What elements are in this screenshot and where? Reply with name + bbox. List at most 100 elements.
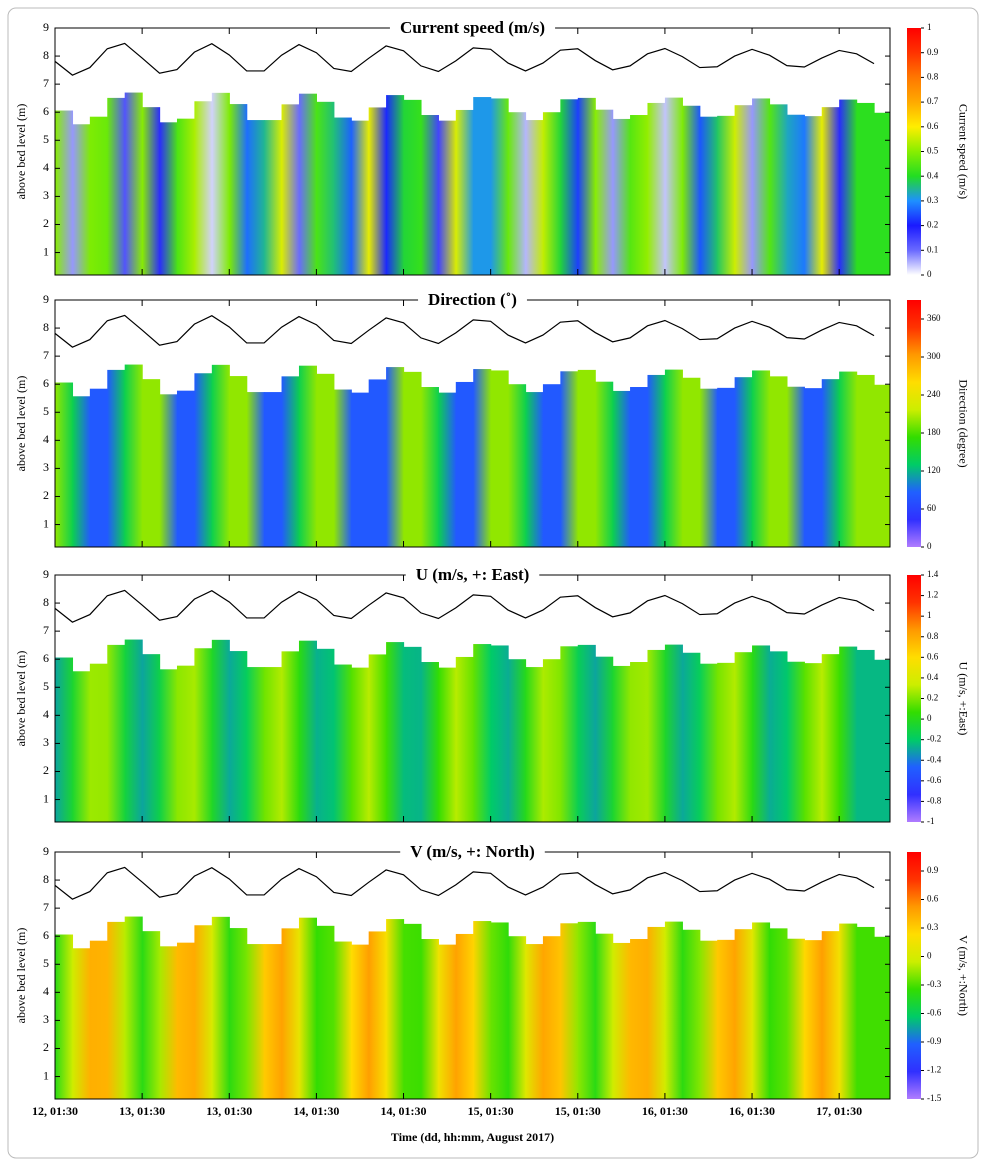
heat-cell: [786, 661, 805, 822]
colorbar-tick-label: 0.9: [927, 865, 939, 875]
y-tick-label: 5: [43, 404, 49, 418]
heat-cell: [386, 95, 405, 275]
heat-cell: [89, 388, 108, 547]
heat-cell: [281, 376, 300, 547]
heat-cell: [525, 392, 544, 547]
heat-cell: [525, 944, 544, 1099]
heat-cell: [194, 648, 213, 822]
heat-cell: [246, 944, 265, 1099]
heat-cell: [107, 369, 126, 547]
colorbar-tick-label: 0: [927, 951, 932, 961]
heat-cell: [246, 120, 265, 275]
y-tick-label: 2: [43, 763, 49, 777]
colorbar-label: U (m/s, +:East): [956, 662, 970, 736]
heat-cell: [612, 118, 631, 275]
heat-cell: [403, 923, 422, 1099]
heat-cell: [351, 120, 370, 275]
heat-cell: [542, 936, 561, 1099]
x-tick-label: 15, 01:30: [468, 1104, 514, 1118]
y-tick-label: 5: [43, 132, 49, 146]
heat-cell: [316, 925, 335, 1099]
heat-cell: [55, 382, 74, 547]
heat-cell: [699, 940, 718, 1099]
heat-cell: [264, 392, 283, 547]
heat-cell: [316, 648, 335, 822]
heat-cell: [577, 921, 596, 1099]
colorbar: [907, 300, 921, 547]
heat-cell: [682, 377, 701, 547]
y-tick-label: 7: [43, 623, 49, 637]
heat-cell: [699, 388, 718, 547]
heat-cell: [281, 651, 300, 822]
colorbar-tick-label: -0.9: [927, 1036, 942, 1046]
heat-cell: [560, 923, 579, 1099]
colorbar-tick-label: 0.3: [927, 195, 939, 205]
heat-cell: [403, 646, 422, 822]
heat-cell: [298, 365, 317, 547]
heat-cell: [368, 654, 387, 822]
x-tick-label: 14, 01:30: [293, 1104, 339, 1118]
heat-cell: [351, 944, 370, 1099]
heat-cell: [804, 940, 823, 1099]
heat-cell: [386, 919, 405, 1099]
heat-cell: [490, 922, 509, 1099]
heat-cell: [839, 371, 858, 547]
heat-cell: [159, 946, 178, 1099]
y-tick-label: 2: [43, 488, 49, 502]
heat-cell: [769, 104, 788, 275]
heat-cell: [298, 917, 317, 1099]
heat-cell: [438, 392, 457, 547]
colorbar-label: V (m/s, +:North): [956, 935, 970, 1016]
colorbar-tick-label: -1: [927, 816, 935, 826]
heat-cell: [142, 107, 161, 275]
heat-cell: [577, 369, 596, 547]
y-axis-label: above bed level (m): [14, 651, 28, 747]
heat-cell: [752, 98, 771, 275]
heat-cell: [525, 120, 544, 275]
heat-cell: [786, 938, 805, 1099]
heat-cell: [577, 97, 596, 275]
heat-cell: [211, 639, 230, 822]
y-tick-label: 8: [43, 48, 49, 62]
x-tick-label: 14, 01:30: [381, 1104, 427, 1118]
colorbar-tick-label: 0.4: [927, 672, 939, 682]
colorbar-tick-label: -0.4: [927, 754, 942, 764]
heat-cell: [386, 642, 405, 822]
y-tick-label: 3: [43, 188, 49, 202]
y-tick-label: 9: [43, 567, 49, 581]
heat-cell: [124, 639, 143, 822]
heat-cell: [455, 109, 474, 275]
heat-cell: [229, 104, 248, 275]
colorbar-tick-label: 180: [927, 427, 941, 437]
y-tick-label: 6: [43, 104, 49, 118]
heat-cell: [124, 92, 143, 275]
heat-cell: [159, 122, 178, 275]
heat-cell: [333, 117, 352, 275]
heat-cell: [664, 644, 683, 822]
y-tick-label: 5: [43, 679, 49, 693]
heat-cell: [124, 364, 143, 547]
heat-cell: [717, 939, 736, 1099]
heat-cell: [612, 942, 631, 1099]
heat-cell: [856, 649, 875, 822]
heat-cell: [333, 941, 352, 1099]
colorbar-tick-label: -0.6: [927, 775, 942, 785]
heat-cell: [856, 102, 875, 275]
panel-title: Current speed (m/s): [400, 18, 545, 37]
heat-cell: [612, 665, 631, 822]
heat-cell: [194, 101, 213, 275]
colorbar-tick-label: 0.2: [927, 693, 938, 703]
heat-cell: [769, 376, 788, 547]
colorbar: [907, 28, 921, 275]
heat-cell: [264, 120, 283, 275]
heat-cell: [281, 928, 300, 1099]
heat-cell: [804, 116, 823, 275]
heat-cell: [176, 942, 196, 1099]
y-tick-label: 4: [43, 707, 49, 721]
heat-cell: [72, 671, 91, 822]
panel-title: Direction (˚): [428, 290, 517, 309]
heatmap: [55, 364, 890, 547]
colorbar-tick-label: 60: [927, 503, 937, 513]
heat-cell: [874, 112, 890, 275]
